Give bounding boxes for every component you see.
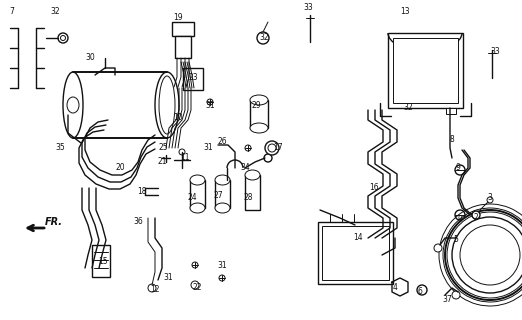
Text: 31: 31: [203, 143, 213, 153]
Ellipse shape: [190, 175, 205, 185]
Ellipse shape: [250, 95, 268, 105]
Bar: [318, 222, 393, 284]
Bar: [393, 38, 458, 103]
Text: 33: 33: [303, 4, 313, 12]
Text: 5: 5: [454, 236, 458, 244]
Bar: [446, 108, 456, 114]
Circle shape: [192, 262, 198, 268]
Text: 30: 30: [85, 53, 95, 62]
Ellipse shape: [155, 72, 179, 138]
Bar: [322, 226, 389, 280]
Circle shape: [455, 165, 465, 175]
Text: 20: 20: [115, 164, 125, 172]
Text: 31: 31: [205, 100, 215, 109]
Text: 24: 24: [187, 194, 197, 203]
Circle shape: [219, 275, 225, 281]
Text: FR.: FR.: [45, 217, 63, 227]
Circle shape: [460, 225, 520, 285]
Circle shape: [191, 281, 199, 289]
Ellipse shape: [250, 123, 268, 133]
Circle shape: [487, 197, 493, 203]
Text: 9: 9: [456, 164, 460, 172]
Ellipse shape: [245, 170, 260, 180]
Circle shape: [452, 291, 460, 299]
Circle shape: [207, 99, 213, 105]
Bar: [183, 68, 203, 90]
Text: 29: 29: [251, 100, 261, 109]
Ellipse shape: [63, 72, 83, 138]
Text: 23: 23: [188, 74, 198, 83]
Circle shape: [417, 285, 427, 295]
Bar: [388, 33, 463, 108]
Text: 32: 32: [403, 103, 413, 113]
Ellipse shape: [215, 203, 230, 213]
Circle shape: [245, 145, 251, 151]
Circle shape: [61, 36, 65, 41]
Text: 7: 7: [9, 7, 15, 17]
Text: 31: 31: [217, 260, 227, 269]
Text: 3: 3: [488, 194, 492, 203]
Text: 17: 17: [273, 143, 283, 153]
Circle shape: [264, 154, 272, 162]
Text: 6: 6: [418, 287, 422, 297]
Circle shape: [148, 284, 156, 292]
Text: 37: 37: [442, 295, 452, 305]
Circle shape: [268, 144, 276, 152]
Text: 12: 12: [150, 285, 160, 294]
Circle shape: [179, 149, 185, 155]
Circle shape: [452, 217, 522, 293]
Text: 19: 19: [173, 13, 183, 22]
Text: 21: 21: [157, 157, 167, 166]
Text: 35: 35: [55, 143, 65, 153]
Circle shape: [472, 211, 480, 219]
Text: 31: 31: [163, 274, 173, 283]
Ellipse shape: [159, 76, 175, 134]
Text: 13: 13: [400, 7, 410, 17]
Text: 9: 9: [458, 215, 462, 225]
Text: 26: 26: [217, 138, 227, 147]
Ellipse shape: [190, 203, 205, 213]
Bar: [172, 22, 194, 36]
Text: 18: 18: [137, 188, 147, 196]
Text: 27: 27: [213, 190, 223, 199]
Text: 32: 32: [259, 34, 269, 43]
Circle shape: [58, 33, 68, 43]
Text: 36: 36: [133, 218, 143, 227]
Circle shape: [257, 32, 269, 44]
Ellipse shape: [67, 97, 79, 113]
Ellipse shape: [215, 175, 230, 185]
Text: 34: 34: [240, 164, 250, 172]
Text: 8: 8: [449, 135, 454, 145]
Text: 25: 25: [158, 143, 168, 153]
Text: 33: 33: [490, 47, 500, 57]
Bar: [190, 180, 205, 208]
Text: 22: 22: [192, 284, 201, 292]
Circle shape: [445, 210, 522, 300]
Circle shape: [455, 210, 465, 220]
Text: 15: 15: [98, 258, 108, 267]
Bar: [245, 175, 260, 210]
Text: 28: 28: [243, 194, 253, 203]
Text: 16: 16: [369, 183, 379, 193]
Circle shape: [265, 141, 279, 155]
Text: 4: 4: [393, 284, 397, 292]
Bar: [92, 245, 110, 277]
Text: 32: 32: [50, 7, 60, 17]
Text: 11: 11: [180, 154, 190, 163]
Circle shape: [434, 244, 442, 252]
Text: 10: 10: [173, 114, 183, 123]
Bar: [175, 36, 191, 58]
Text: 14: 14: [353, 234, 363, 243]
Bar: [215, 180, 230, 208]
Bar: [250, 100, 268, 128]
Text: 2: 2: [473, 213, 478, 222]
